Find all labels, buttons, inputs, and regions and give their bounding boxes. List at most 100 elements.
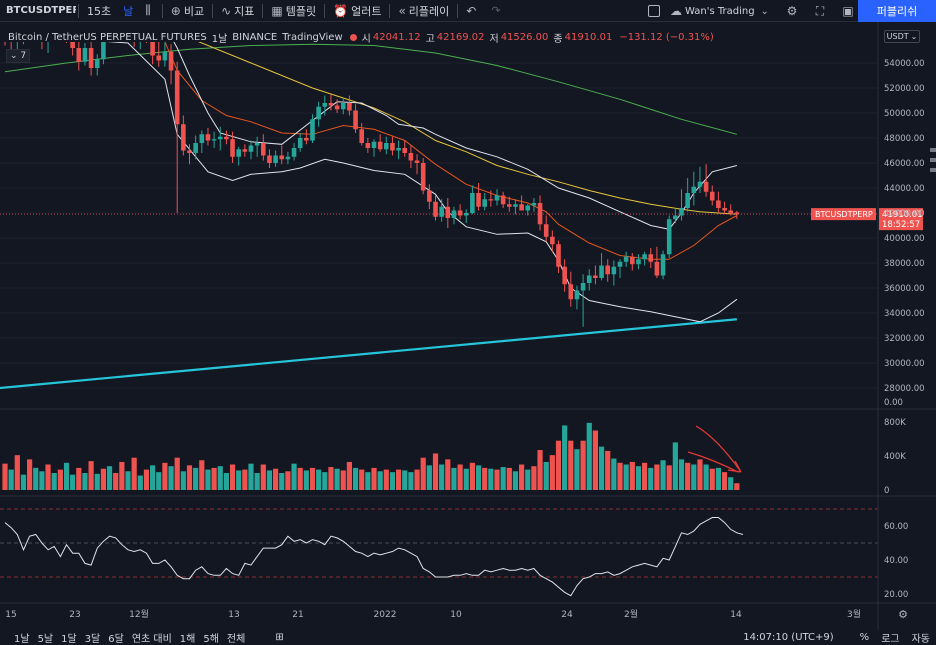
candle [88,42,94,76]
volume-bar [691,464,697,490]
compare-button[interactable]: ⊕ 비교 [165,0,210,22]
volume-down-arrow[interactable] [687,425,742,473]
date-range-button[interactable]: 5해 [203,634,219,645]
candle-body [310,119,315,141]
percent-scale-button[interactable]: % [859,632,870,643]
time-tick-label: 23 [69,610,80,620]
volume-bar [519,464,525,490]
candle [217,126,223,151]
rsi-line [4,517,744,597]
time-tick-label: 13 [228,610,239,620]
candle-body [586,275,592,283]
date-range-button[interactable]: 1날 [14,634,30,645]
indicators-button[interactable]: ∿ 지표 [215,0,260,22]
time-tick-label: 21 [292,610,303,620]
replay-button[interactable]: «리플레이 [392,0,455,22]
candle-body [617,261,623,267]
candle [648,248,654,268]
symbol-search-button[interactable]: BTCUSDTPERP [6,5,76,16]
indicators-icon: ∿ [221,3,232,18]
candle [384,136,389,155]
volume-bar [383,469,389,490]
candle-body [482,199,487,207]
candle-body [568,284,574,300]
candle [371,139,377,157]
volume-bar [629,461,635,490]
alarm-clock-icon: ⏰ [333,3,349,18]
time-axis[interactable]: 15 23 12월 13 21 2022 10 24 2월 14 3월 ⚙ [5,608,908,621]
candle [47,42,49,53]
price-axis[interactable]: 54000.00 52000.00 50000.00 48000.00 46000.00… [884,59,925,600]
candle [599,253,604,281]
auto-scale-button[interactable]: 자동 [911,634,930,645]
volume-annotation[interactable] [687,425,742,473]
rsi-tick-label: 20.00 [884,590,908,600]
candle [4,42,6,46]
layout-selector[interactable]: ☁ Wan's Trading ⌄ [670,0,769,22]
alert-button[interactable]: ⏰ 얼러트 [327,0,387,22]
volume-bar [365,472,371,490]
camera-icon[interactable]: ▣ [842,4,854,18]
chart-legend: Bitcoin / TetherUS PERPETUAL FUTURES 1날 … [8,30,719,45]
candle-body [328,103,334,106]
candle [279,145,285,165]
goto-date-button[interactable]: ⊞ [271,632,287,643]
publish-button[interactable]: 퍼블리쉬 [858,0,936,22]
date-range-button[interactable]: 1달 [61,634,77,645]
date-range-button[interactable]: 연초 대비 [131,634,172,645]
candle-body [199,134,205,143]
candle [41,42,43,50]
expand-icon[interactable]: ⛶ [815,3,825,18]
volume-bar [137,475,143,490]
volume-bar [648,467,654,490]
indicators-collapse-toggle[interactable]: ⌄ 7 [6,49,31,63]
alert-label: 얼러트 [351,4,382,18]
candle [654,246,660,278]
candle [297,133,303,152]
candle-body [101,42,106,60]
candle-body [420,163,426,191]
legend-high-label: 고 [425,34,435,45]
trendline[interactable] [0,318,737,390]
volume-bar [482,467,488,490]
candle-body [439,206,444,217]
redo-button[interactable]: ↷ [485,0,506,22]
log-scale-button[interactable]: 로그 [881,634,900,645]
date-range-button[interactable]: 5날 [37,634,54,645]
toolbar-divider [262,3,264,18]
templates-button[interactable]: ▦ 템플릿 [265,0,322,22]
fullscreen-toggle-button[interactable] [642,0,666,22]
candle-body [427,190,432,202]
legend-source: TradingView [282,32,343,43]
date-range-button[interactable]: 6달 [108,634,124,645]
time-tick-label: 3월 [847,608,861,620]
price-tick-label: 28000.00 [884,384,925,394]
volume-bar [562,425,568,490]
gear-icon[interactable]: ⚙ [786,4,798,18]
currency-selector[interactable]: USDT ⌄ [884,30,920,43]
bar-style-button[interactable]: ⫼ [139,0,160,22]
candle-body [291,148,297,157]
candle [507,196,512,212]
toolbar-divider [161,3,163,18]
candle-body [599,265,604,278]
date-range-button[interactable]: 1해 [179,634,196,645]
toolbar-divider [78,3,79,18]
candle-body [70,42,75,48]
candle-body [470,193,475,213]
candle-body [593,275,598,278]
date-range-button[interactable]: 3달 [84,634,101,645]
time-tick-label: 24 [561,610,573,620]
candle-body [636,259,641,265]
candle-body [193,143,198,153]
undo-button[interactable]: ↶ [460,0,485,22]
volume-bar [174,457,180,490]
date-range-button[interactable]: 전체 [226,634,246,645]
candle [113,22,118,27]
interval-seconds-button[interactable]: 15초 [87,4,112,18]
interval-day-button[interactable]: 날 [123,4,134,18]
clock-time[interactable]: 14:07:10 (UTC+9) [743,632,834,643]
candle [76,42,82,71]
volume-bar [340,470,346,490]
